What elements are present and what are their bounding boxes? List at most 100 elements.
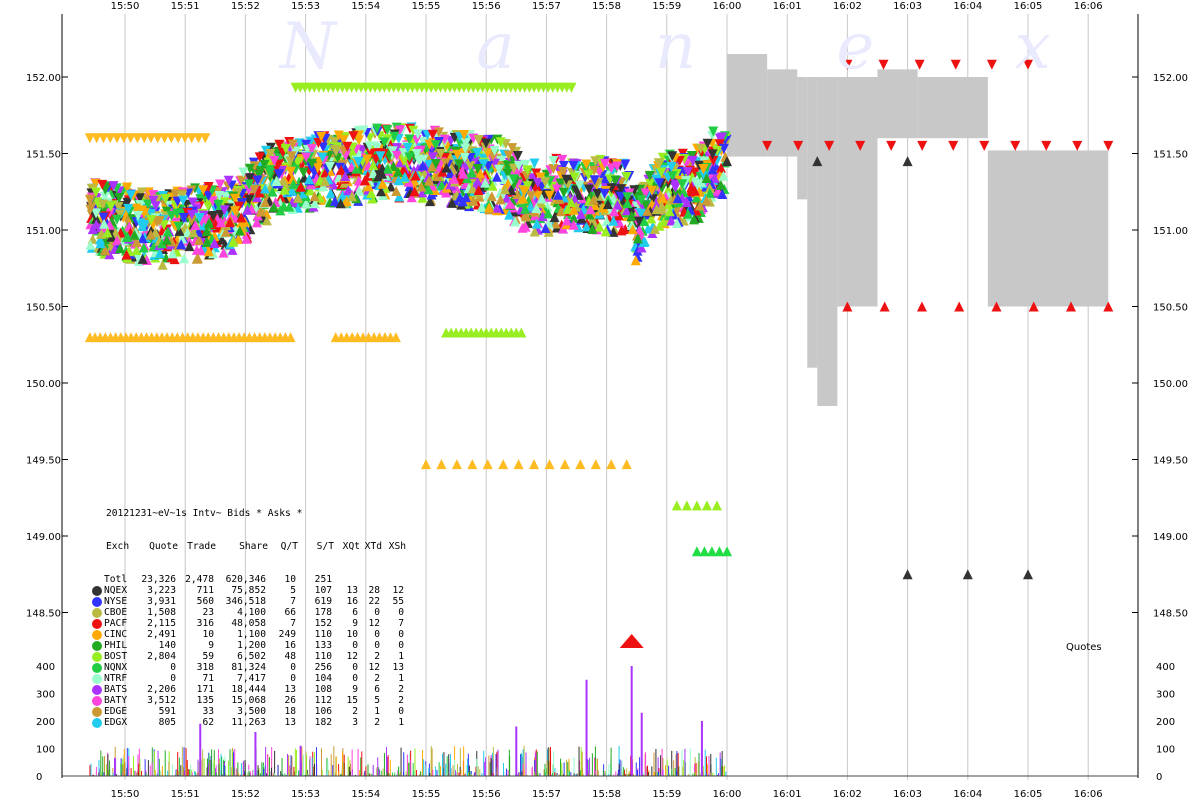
x-tick-bottom: 15:56	[472, 789, 501, 800]
ask-marker	[244, 173, 255, 184]
bid-marker	[606, 459, 617, 470]
ask-marker	[606, 163, 617, 174]
ask-marker	[113, 201, 124, 212]
count-tick-left: 0	[36, 772, 42, 783]
price-tick-left: 151.00	[26, 226, 61, 237]
bid-marker	[962, 569, 973, 580]
stats-cell-st: 112	[314, 695, 332, 706]
bid-marker	[656, 201, 667, 212]
bid-marker	[671, 500, 682, 511]
ask-marker	[394, 125, 405, 136]
post-close-quote-block	[817, 77, 838, 406]
ask-marker	[677, 179, 688, 190]
ask-marker	[502, 161, 513, 172]
bid-marker	[568, 204, 579, 215]
ask-marker	[606, 183, 617, 194]
ask-marker	[1010, 140, 1021, 151]
bid-marker	[424, 175, 435, 186]
stats-cell-qt: 249	[278, 629, 296, 640]
ask-marker	[133, 210, 144, 221]
bid-marker	[145, 229, 156, 240]
ask-marker	[84, 133, 95, 144]
bid-marker	[445, 168, 456, 179]
bid-marker	[227, 244, 238, 255]
ask-marker	[187, 197, 198, 208]
bid-marker	[467, 459, 478, 470]
ask-marker	[259, 159, 270, 170]
bid-marker	[157, 259, 168, 270]
bid-marker	[704, 182, 715, 193]
ask-marker	[532, 191, 543, 202]
ask-marker	[562, 180, 573, 191]
bid-marker	[657, 193, 668, 204]
ask-marker	[635, 208, 646, 219]
bid-marker	[1023, 569, 1033, 580]
bid-marker	[446, 197, 457, 208]
ask-marker	[173, 221, 184, 232]
ask-marker	[629, 185, 640, 196]
bid-marker	[621, 459, 632, 470]
ask-marker	[917, 140, 928, 151]
price-tick-right: 150.00	[1153, 379, 1188, 390]
exchange-marker-icon	[92, 717, 102, 728]
ask-marker	[568, 161, 579, 172]
bid-marker	[177, 233, 188, 244]
ask-marker	[690, 177, 701, 188]
stats-cell-share: 11,263	[231, 717, 266, 728]
ask-marker	[269, 155, 280, 166]
bid-marker	[529, 226, 540, 237]
bid-marker	[335, 198, 346, 209]
stats-cell-trade: 33	[202, 706, 214, 717]
ask-marker	[316, 131, 327, 142]
stats-row: PHIL 140 9 1,200 16 133 0 0 0	[92, 640, 406, 651]
price-tick-right: 148.50	[1153, 609, 1188, 620]
ask-marker	[599, 188, 610, 199]
stats-cell-share: 6,502	[237, 651, 266, 662]
bid-marker	[279, 184, 290, 195]
ask-marker	[207, 196, 218, 207]
ask-marker	[362, 154, 373, 165]
stats-cell-st: 133	[314, 640, 332, 651]
ask-marker	[430, 140, 441, 151]
bid-marker	[421, 459, 431, 470]
ask-marker	[121, 182, 132, 193]
bid-marker	[600, 226, 611, 237]
stats-cell-share: 346,518	[225, 596, 266, 607]
ask-marker	[544, 190, 555, 201]
bid-marker	[842, 301, 853, 312]
x-tick-bottom: 15:57	[532, 789, 561, 800]
stats-cell-st: 107	[314, 585, 332, 596]
ask-marker	[160, 193, 171, 204]
ask-marker	[194, 213, 205, 224]
ask-marker	[667, 171, 678, 182]
ask-marker	[287, 139, 298, 150]
ask-marker	[298, 167, 309, 178]
stats-cell-xsh: 0	[398, 629, 404, 640]
ask-marker	[342, 141, 353, 152]
bid-marker	[100, 245, 111, 256]
x-tick-top: 16:06	[1074, 1, 1103, 12]
x-tick-bottom: 15:58	[592, 789, 621, 800]
stats-cell-st: 152	[314, 618, 332, 629]
ask-marker	[855, 140, 866, 151]
bid-marker	[359, 175, 370, 186]
stats-cell-st: 619	[314, 596, 332, 607]
bid-marker	[293, 192, 304, 203]
stats-header-xsh: XSh	[388, 541, 406, 552]
post-close-quote-block	[807, 77, 818, 368]
price-tick-left: 148.50	[26, 609, 61, 620]
ask-marker	[653, 158, 664, 169]
ask-marker	[566, 82, 577, 93]
count-tick-right: 200	[1156, 717, 1175, 728]
stats-cell-share: 48,058	[231, 618, 266, 629]
bid-marker	[385, 181, 396, 192]
ask-marker	[146, 215, 157, 226]
exchange-stats-table: 20121231~eV~1s Intv~ Bids * Asks * Exch …	[92, 486, 406, 739]
ask-marker	[507, 143, 518, 154]
ask-marker	[223, 175, 234, 186]
bid-marker	[209, 238, 220, 249]
ask-marker	[238, 167, 249, 178]
bid-marker	[487, 180, 498, 191]
bid-marker	[715, 179, 726, 190]
ask-marker	[552, 184, 563, 195]
